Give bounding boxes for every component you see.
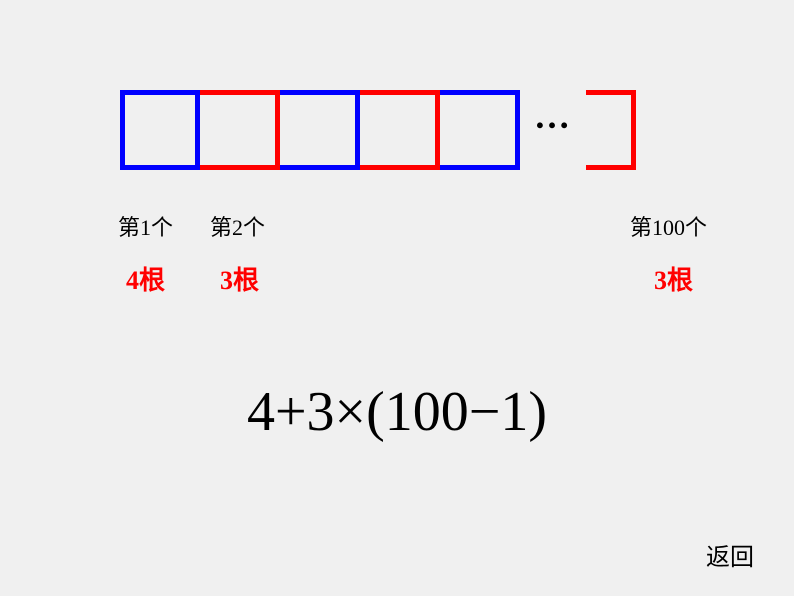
ellipsis: … [534,95,572,137]
first-square [120,90,200,170]
label-second: 第2个 [210,210,265,242]
last-segment [586,90,636,170]
label-first: 第1个 [118,210,173,242]
u-segment-3 [360,90,440,170]
u-segment-1 [200,90,280,170]
u-segment-2 [280,90,360,170]
formula: 4+3×(100−1) [0,380,794,444]
count-second: 3根 [220,260,259,297]
label-last: 第100个 [630,210,707,242]
count-first: 4根 [126,260,165,297]
back-link[interactable]: 返回 [706,537,754,572]
u-segment-4 [440,90,520,170]
squares-row: … [120,90,636,170]
count-last: 3根 [654,260,693,297]
